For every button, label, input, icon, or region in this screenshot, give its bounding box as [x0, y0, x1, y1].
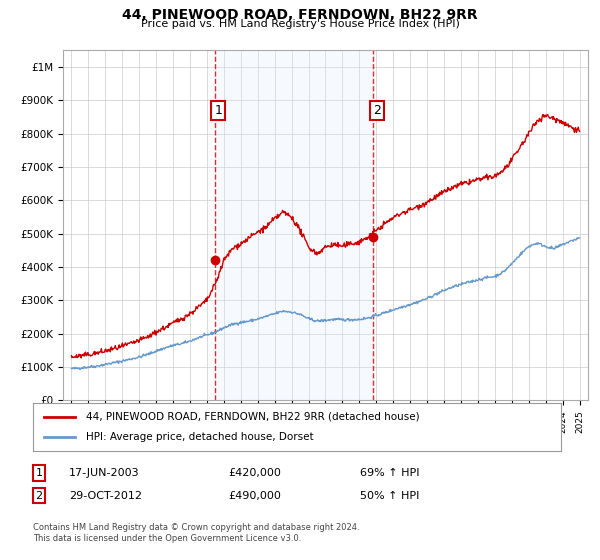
Text: 50% ↑ HPI: 50% ↑ HPI: [360, 491, 419, 501]
Text: Price paid vs. HM Land Registry's House Price Index (HPI): Price paid vs. HM Land Registry's House …: [140, 19, 460, 29]
Text: 1: 1: [35, 468, 43, 478]
Text: 2: 2: [373, 104, 381, 117]
Text: Contains HM Land Registry data © Crown copyright and database right 2024.: Contains HM Land Registry data © Crown c…: [33, 523, 359, 532]
Text: £490,000: £490,000: [228, 491, 281, 501]
Text: 29-OCT-2012: 29-OCT-2012: [69, 491, 142, 501]
Text: 2: 2: [35, 491, 43, 501]
Text: 44, PINEWOOD ROAD, FERNDOWN, BH22 9RR (detached house): 44, PINEWOOD ROAD, FERNDOWN, BH22 9RR (d…: [86, 412, 419, 422]
Text: HPI: Average price, detached house, Dorset: HPI: Average price, detached house, Dors…: [86, 432, 313, 442]
Text: £420,000: £420,000: [228, 468, 281, 478]
Text: 69% ↑ HPI: 69% ↑ HPI: [360, 468, 419, 478]
Text: 44, PINEWOOD ROAD, FERNDOWN, BH22 9RR: 44, PINEWOOD ROAD, FERNDOWN, BH22 9RR: [122, 8, 478, 22]
Text: 17-JUN-2003: 17-JUN-2003: [69, 468, 140, 478]
Bar: [215, 50, 373, 400]
Text: This data is licensed under the Open Government Licence v3.0.: This data is licensed under the Open Gov…: [33, 534, 301, 543]
Text: 1: 1: [214, 104, 222, 117]
